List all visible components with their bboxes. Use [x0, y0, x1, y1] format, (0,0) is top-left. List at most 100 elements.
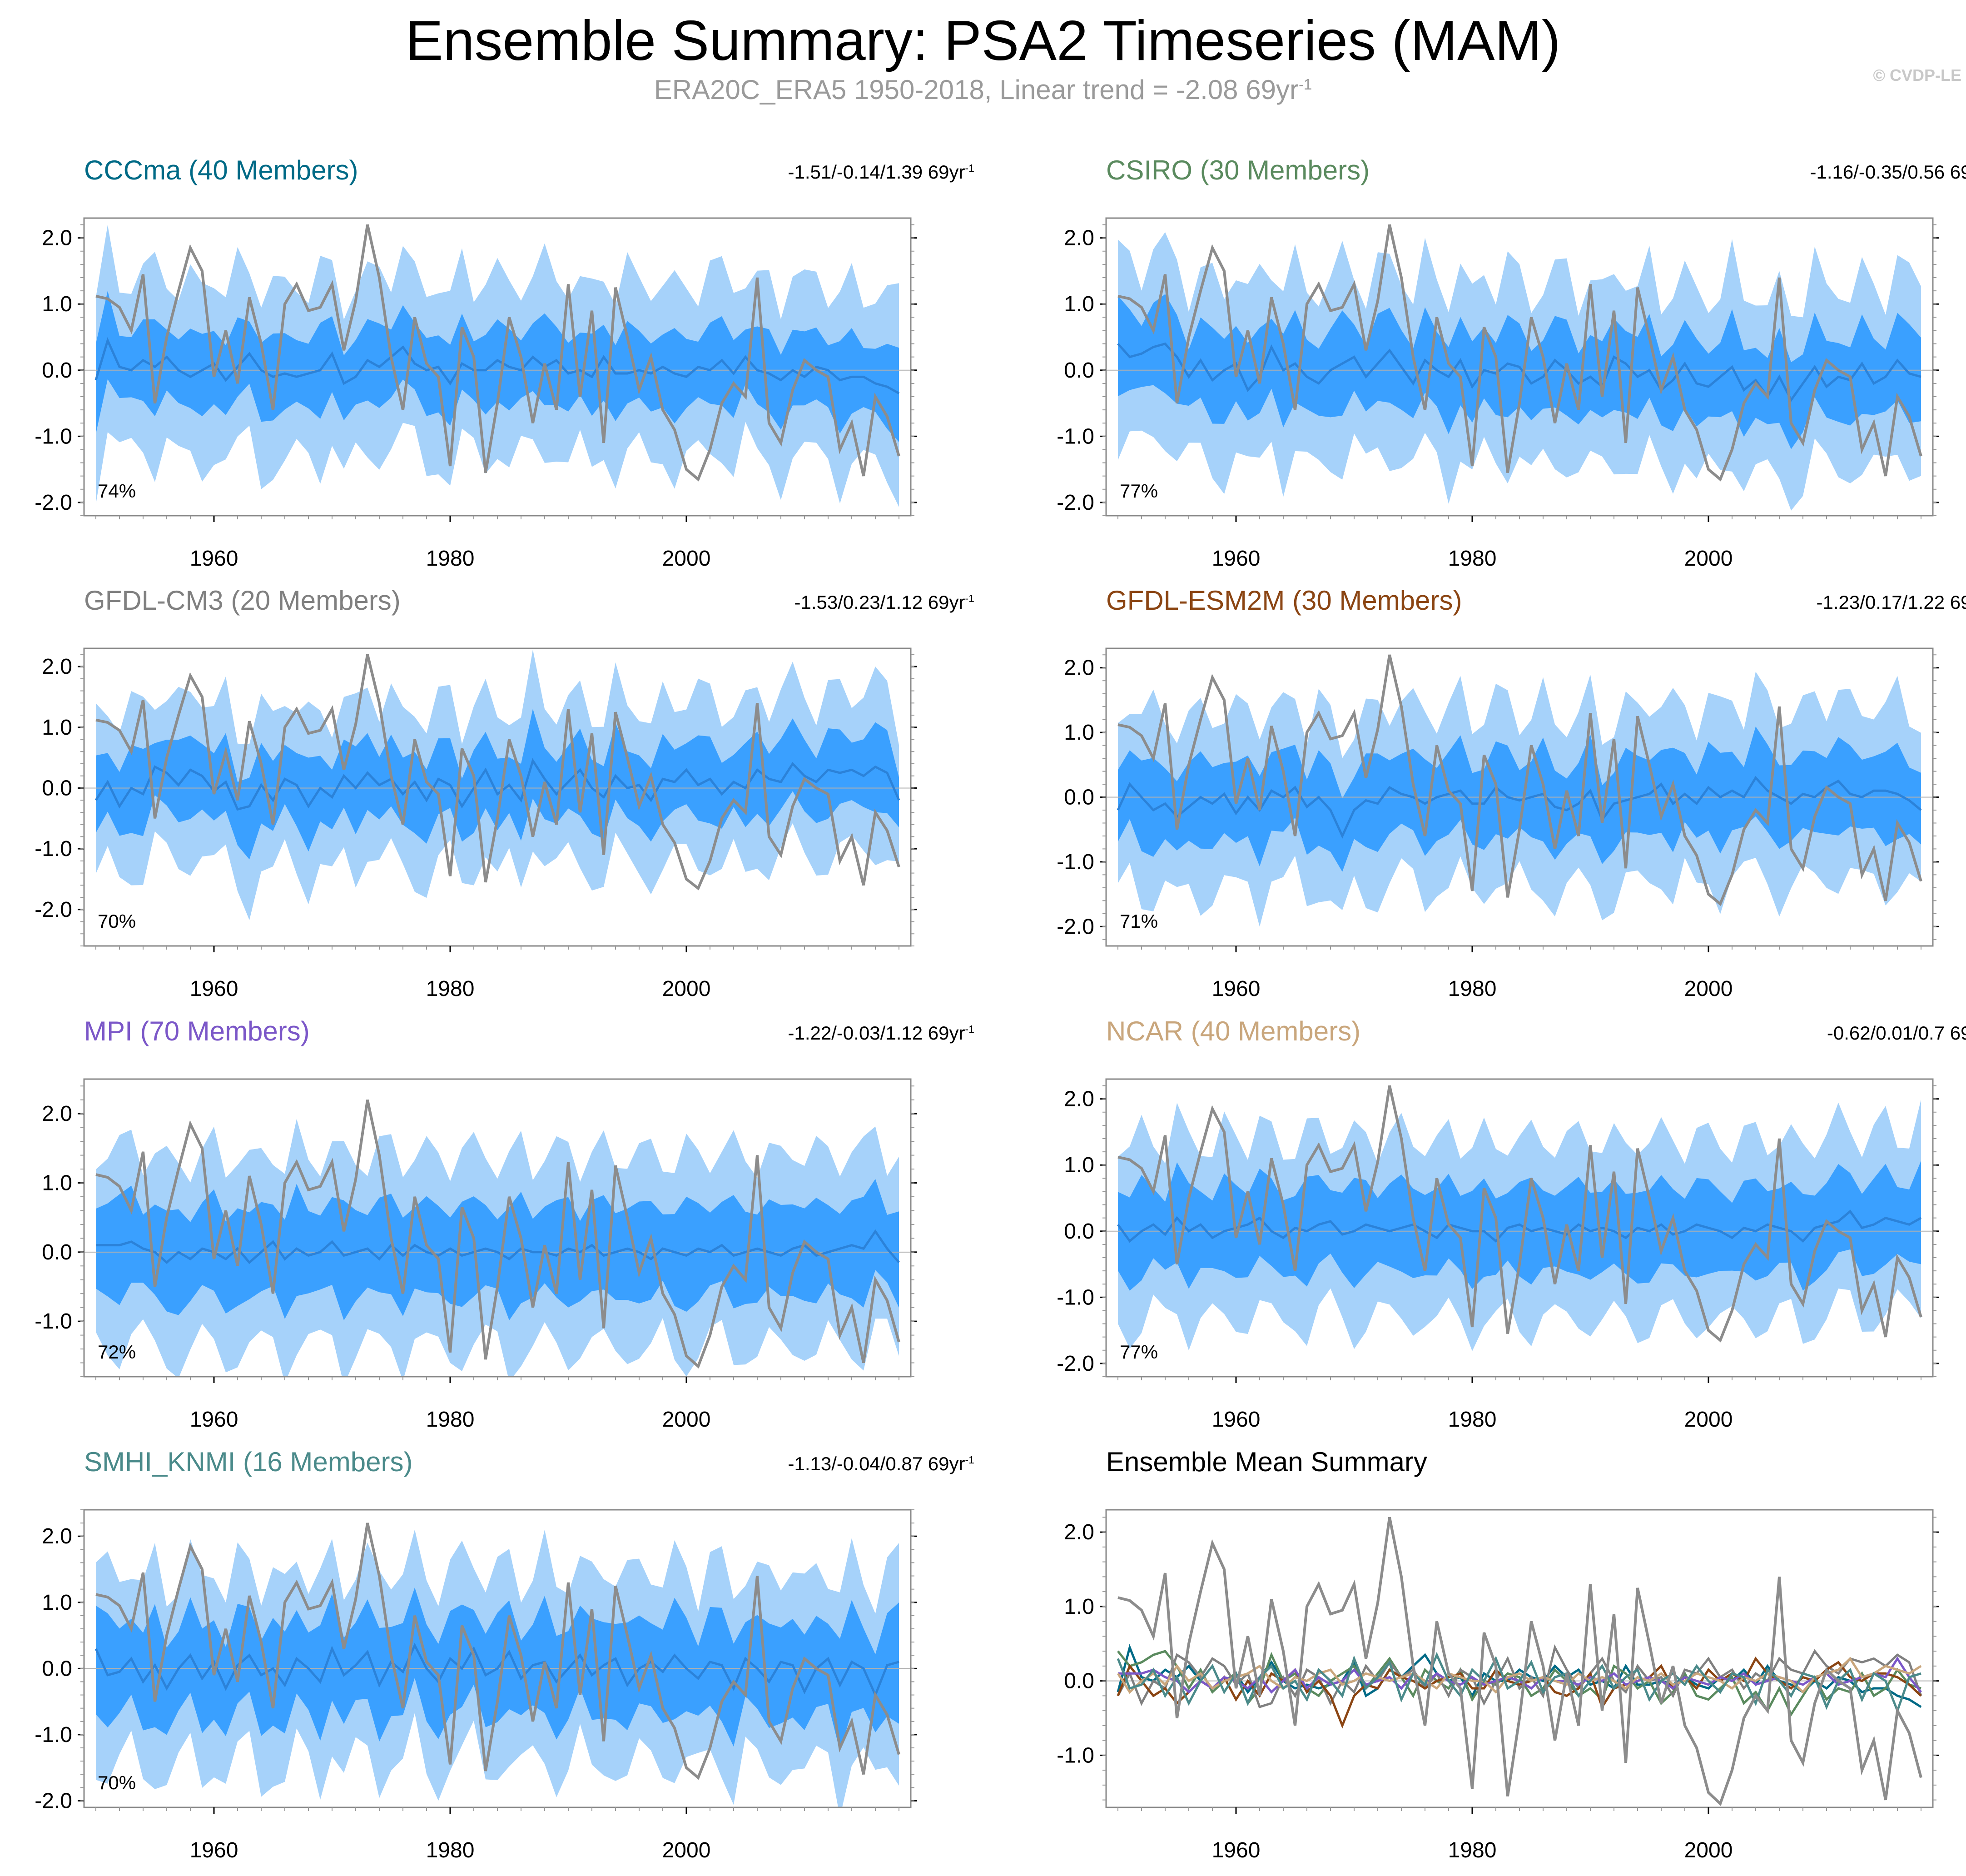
- y-tick-label: 0.0: [1064, 786, 1094, 810]
- observed-line: [1117, 654, 1922, 906]
- y-tick-label: 2.0: [42, 1524, 72, 1548]
- x-tick-label: 1960: [190, 1838, 238, 1862]
- trend-label: -1.16/-0.35/0.56 69yr-1: [1810, 161, 1966, 183]
- y-tick-label: 2.0: [1064, 1087, 1094, 1111]
- y-tick-label: 1.0: [1064, 1153, 1094, 1177]
- inner-spread-band: [1118, 294, 1921, 449]
- x-tick-label: 2000: [662, 1838, 711, 1862]
- percent-label: 70%: [98, 911, 136, 932]
- y-tick-label: 1.0: [1064, 1595, 1094, 1619]
- subtitle-exponent: -1: [1298, 76, 1312, 93]
- inner-spread-band: [96, 1179, 899, 1321]
- percent-label: 74%: [98, 480, 136, 502]
- panel-mpi: MPI (70 Members) -1.22/-0.03/1.12 69yr-1 2…: [25, 1018, 979, 1440]
- observed-line: [1117, 1085, 1922, 1343]
- observed-line: [95, 1100, 900, 1369]
- panel-title: GFDL-CM3 (20 Members): [84, 585, 401, 616]
- plot-frame: [1105, 1509, 1934, 1808]
- y-tick-label: 0.0: [42, 358, 72, 383]
- x-tick-label: 1960: [1212, 1408, 1261, 1432]
- panel-title: GFDL-ESM2M (30 Members): [1106, 585, 1462, 616]
- x-tick-label: 1980: [1448, 1838, 1497, 1862]
- y-tick-label: 2.0: [1064, 1520, 1094, 1544]
- y-tick-label: -1.0: [1057, 850, 1094, 874]
- observed-line: [1117, 1517, 1922, 1806]
- timeseries-chart: 2.0 1.0 0.0 -1.0 1960 1980 2000: [1057, 1509, 1939, 1862]
- y-tick-label: -2.0: [35, 491, 72, 515]
- y-tick-label: -1.0: [35, 837, 72, 861]
- ensemble-mean-line: [94, 758, 900, 811]
- x-tick-label: 2000: [1684, 1408, 1733, 1432]
- x-tick-label: 1960: [190, 547, 238, 571]
- y-tick-label: 0.0: [42, 776, 72, 800]
- inner-spread-band: [1118, 727, 1921, 872]
- x-tick-label: 2000: [662, 547, 711, 571]
- y-tick-label: 1.0: [42, 1171, 72, 1195]
- y-tick-label: -1.0: [1057, 424, 1094, 448]
- y-tick-label: 2.0: [42, 655, 72, 679]
- inner-spread-band: [96, 291, 899, 442]
- panel-cccma: CCCma (40 Members) -1.51/-0.14/1.39 69yr-…: [25, 157, 979, 579]
- y-tick-label: 2.0: [1064, 226, 1094, 250]
- trend-label: -1.22/-0.03/1.12 69yr-1: [788, 1022, 974, 1044]
- x-tick-label: 1960: [1212, 1838, 1261, 1862]
- percent-label: 71%: [1120, 911, 1158, 932]
- timeseries-chart: 2.0 1.0 0.0 -1.0 -2.0 1960 1980 2000 70%: [35, 647, 917, 1001]
- x-tick-label: 1980: [426, 547, 475, 571]
- trend-label: -1.51/-0.14/1.39 69yr-1: [788, 161, 974, 183]
- trend-exponent: -1: [965, 1023, 974, 1035]
- ensemble-mean-line-csiro: [1117, 1650, 1921, 1717]
- y-tick-label: -1.0: [35, 424, 72, 448]
- panel-title: NCAR (40 Members): [1106, 1016, 1361, 1046]
- y-tick-label: 1.0: [42, 292, 72, 316]
- observed-line: [95, 224, 900, 482]
- timeseries-chart: 2.0 1.0 0.0 -1.0 -2.0 1960 1980 2000 71%: [1057, 647, 1939, 1001]
- panel-title: CSIRO (30 Members): [1106, 155, 1370, 185]
- observed-line: [95, 1523, 900, 1780]
- observed-line: [1117, 224, 1922, 482]
- y-tick-label: 0.0: [42, 1240, 72, 1264]
- trend-exponent: -1: [965, 1454, 974, 1466]
- x-tick-label: 1980: [426, 1408, 475, 1432]
- y-tick-label: 0.0: [1064, 1219, 1094, 1244]
- y-tick-label: 0.0: [1064, 1669, 1094, 1693]
- percent-label: 77%: [1120, 480, 1158, 502]
- x-tick-label: 1980: [1448, 977, 1497, 1001]
- y-tick-label: 2.0: [42, 226, 72, 250]
- panel-title: SMHI_KNMI (16 Members): [84, 1447, 413, 1477]
- panel-csiro: CSIRO (30 Members) -1.16/-0.35/0.56 69yr-…: [1047, 157, 1966, 579]
- y-tick-label: 2.0: [1064, 656, 1094, 680]
- x-tick-label: 2000: [1684, 547, 1733, 571]
- y-tick-label: -2.0: [35, 1789, 72, 1813]
- percent-label: 70%: [98, 1772, 136, 1793]
- subtitle-text: ERA20C_ERA5 1950-2018, Linear trend = -2…: [654, 75, 1299, 105]
- x-tick-label: 2000: [662, 1408, 711, 1432]
- y-tick-label: -2.0: [1057, 915, 1094, 939]
- x-tick-label: 1980: [1448, 1408, 1497, 1432]
- y-tick-label: 1.0: [42, 716, 72, 740]
- panel-title: MPI (70 Members): [84, 1016, 310, 1046]
- y-tick-label: 1.0: [1064, 721, 1094, 745]
- y-tick-label: -1.0: [1057, 1285, 1094, 1309]
- panel-ensemble-mean-summary: Ensemble Mean Summary 2.0 1.0 0.0 -1.0 1960 19…: [1047, 1448, 1966, 1871]
- y-tick-label: -1.0: [1057, 1743, 1094, 1767]
- x-tick-label: 1980: [1448, 547, 1497, 571]
- observed-line: [95, 654, 900, 891]
- y-tick-label: -1.0: [35, 1309, 72, 1334]
- percent-label: 72%: [98, 1341, 136, 1363]
- timeseries-chart: 2.0 1.0 0.0 -1.0 -2.0 1960 1980 2000 77%: [1057, 1078, 1939, 1432]
- percent-label: 77%: [1120, 1341, 1158, 1363]
- main-title: Ensemble Summary: PSA2 Timeseries (MAM): [405, 10, 1561, 72]
- y-tick-label: -1.0: [35, 1723, 72, 1747]
- y-tick-label: 1.0: [42, 1591, 72, 1615]
- trend-exponent: -1: [965, 592, 974, 604]
- y-tick-label: -2.0: [1057, 1352, 1094, 1376]
- timeseries-chart: 2.0 1.0 0.0 -1.0 -2.0 1960 1980 2000 74%: [35, 217, 917, 571]
- x-tick-label: 2000: [1684, 977, 1733, 1001]
- y-tick-label: -2.0: [1057, 491, 1094, 515]
- panel-gfdl-esm2m: GFDL-ESM2M (30 Members) -1.23/0.17/1.22 6…: [1047, 587, 1966, 1010]
- y-tick-label: -2.0: [35, 898, 72, 922]
- x-tick-label: 1960: [1212, 977, 1261, 1001]
- watermark: © CVDP-LE: [1873, 66, 1961, 85]
- timeseries-chart: 2.0 1.0 0.0 -1.0 -2.0 1960 1980 2000 77%: [1057, 217, 1939, 571]
